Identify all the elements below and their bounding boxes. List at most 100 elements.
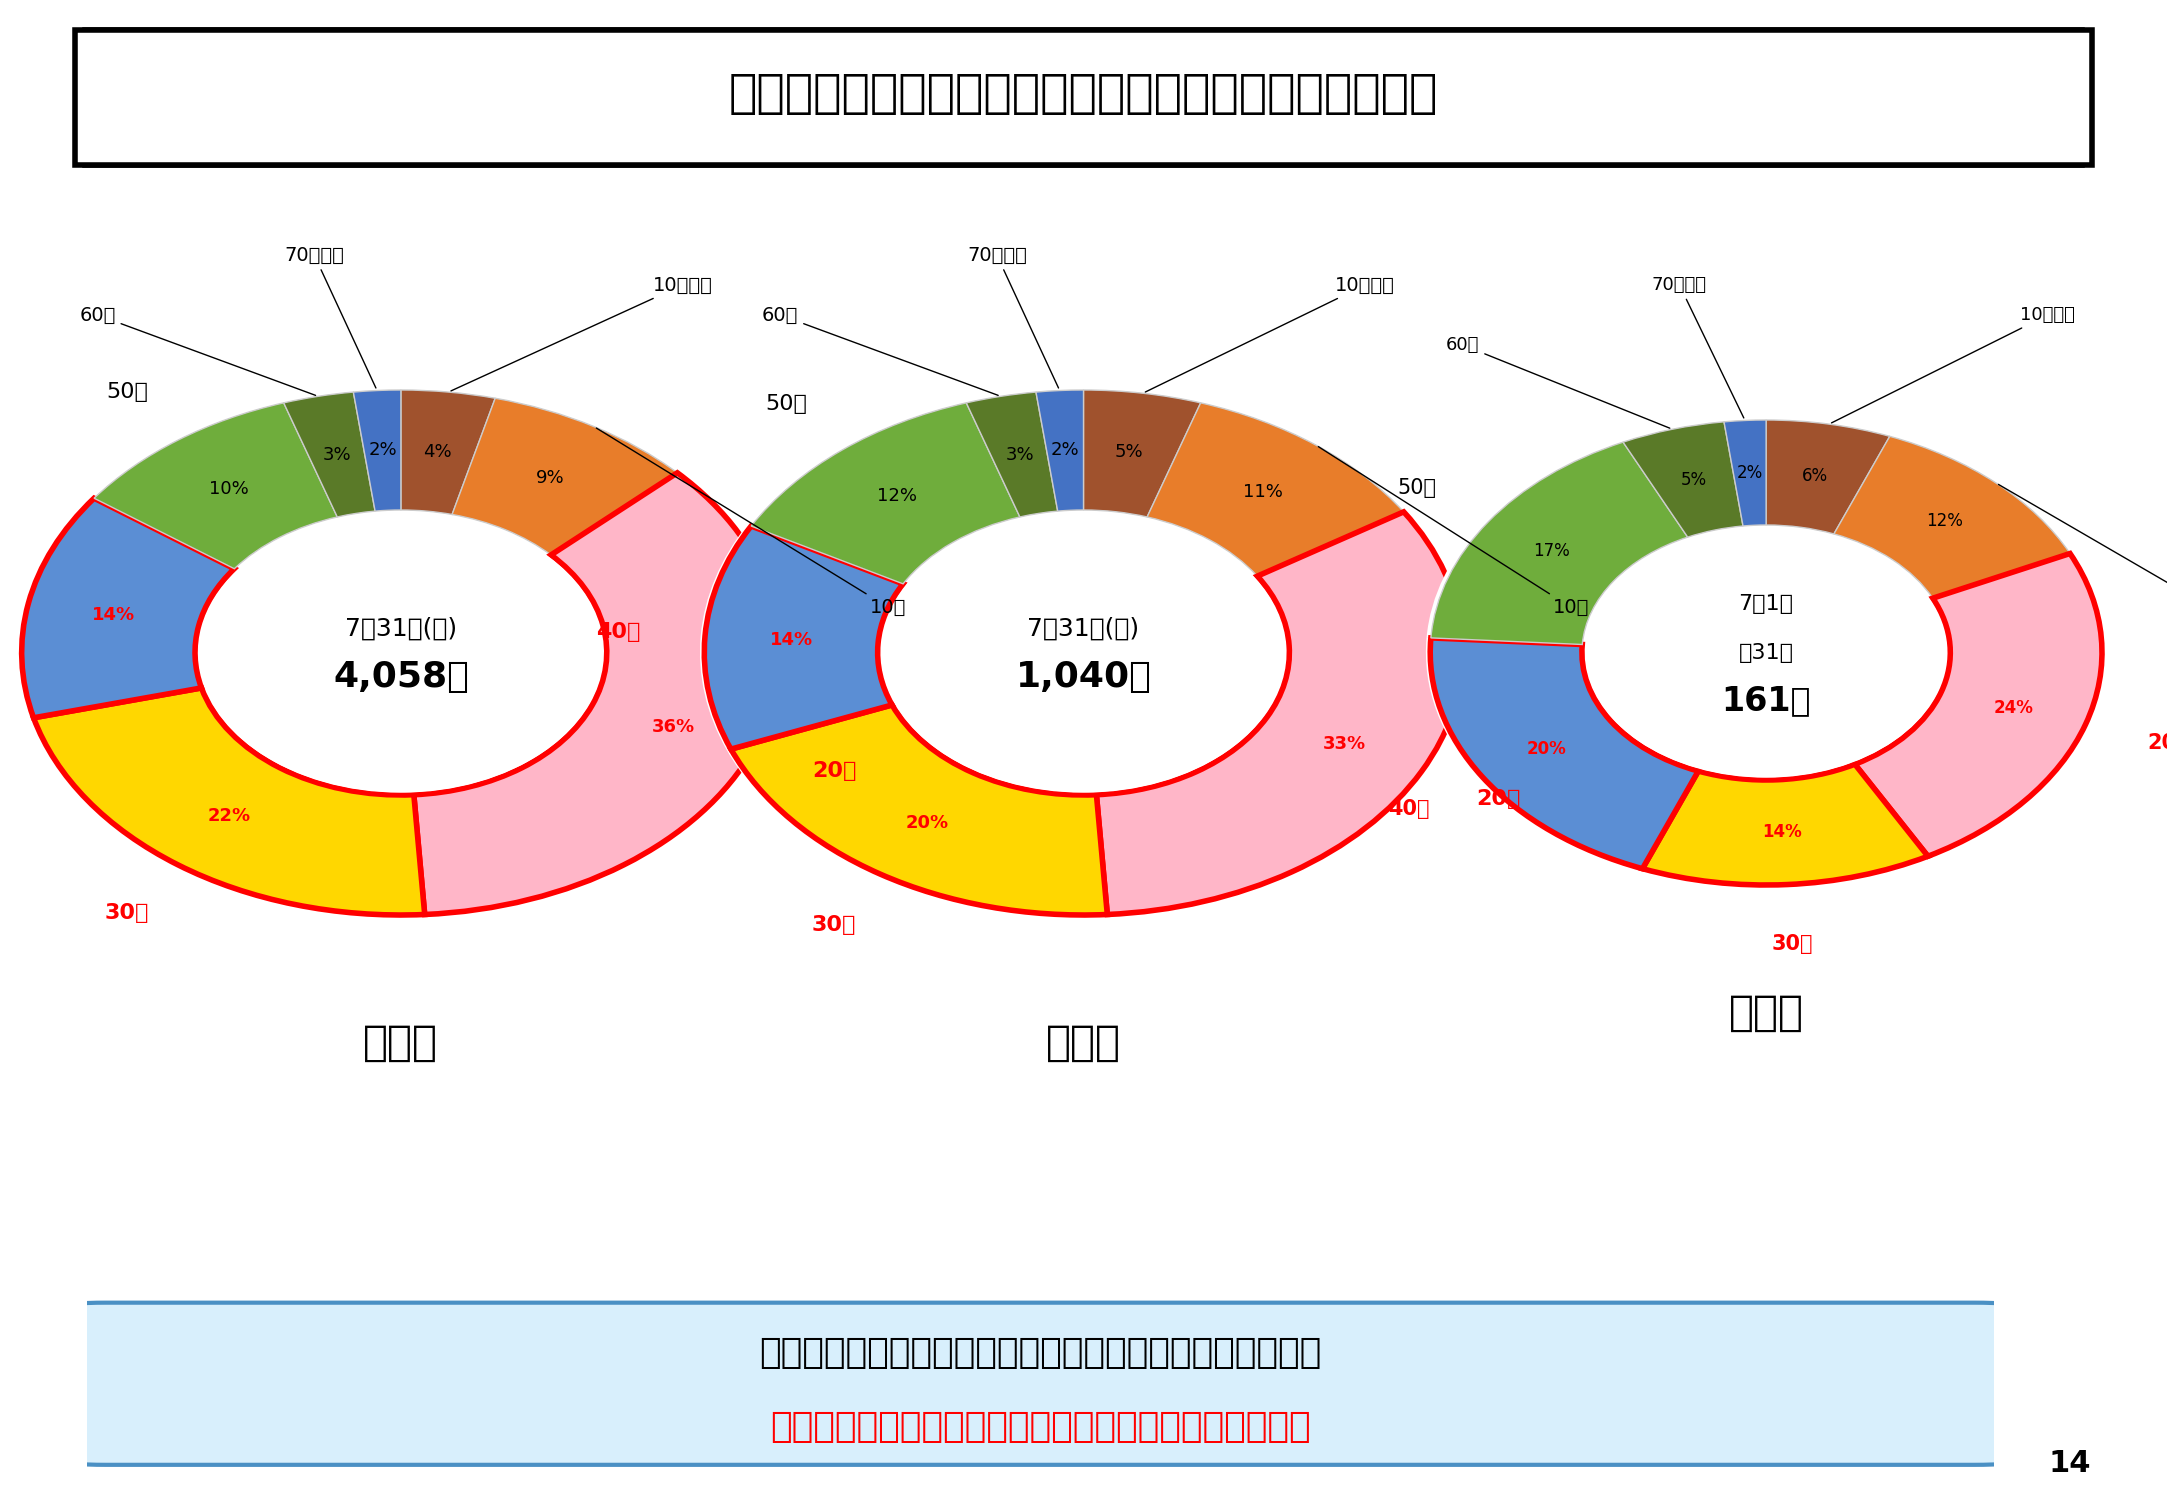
Wedge shape — [1426, 440, 1690, 645]
Wedge shape — [1036, 390, 1084, 512]
Text: 40代: 40代 — [596, 622, 641, 642]
Text: 20代: 20代 — [1476, 789, 1521, 808]
Wedge shape — [1833, 433, 2074, 600]
Text: 30代: 30代 — [813, 915, 856, 934]
Wedge shape — [1640, 762, 1931, 888]
Wedge shape — [966, 392, 1057, 518]
Text: 10代: 10代 — [1318, 447, 1588, 616]
Wedge shape — [1766, 420, 1890, 534]
Text: ～31日: ～31日 — [1738, 642, 1794, 663]
Text: 11%: 11% — [1244, 483, 1283, 501]
Text: 60代: 60代 — [80, 306, 316, 396]
Text: 東京都・大阪府及び奈良市における感染者の年代別割合: 東京都・大阪府及び奈良市における感染者の年代別割合 — [728, 72, 1439, 117]
Text: 30代: 30代 — [104, 903, 150, 924]
FancyBboxPatch shape — [85, 30, 2082, 165]
Wedge shape — [1097, 510, 1467, 918]
Text: 70代以上: 70代以上 — [284, 246, 375, 388]
Text: 14%: 14% — [91, 606, 134, 624]
Wedge shape — [1084, 390, 1201, 518]
Wedge shape — [22, 498, 234, 718]
Text: 10歳未満: 10歳未満 — [1831, 306, 2076, 423]
Text: 14%: 14% — [1762, 824, 1803, 842]
Wedge shape — [1723, 417, 1766, 530]
Wedge shape — [748, 400, 1021, 585]
Text: 10代: 10代 — [1998, 484, 2167, 616]
Wedge shape — [1725, 420, 1766, 526]
Text: 60代: 60代 — [763, 306, 999, 396]
Wedge shape — [1855, 554, 2102, 856]
Circle shape — [1586, 528, 1946, 777]
Text: 20%: 20% — [1528, 740, 1567, 758]
Text: 7月1日: 7月1日 — [1738, 594, 1794, 615]
Text: 2%: 2% — [368, 441, 397, 459]
Wedge shape — [1036, 387, 1084, 514]
FancyBboxPatch shape — [67, 1302, 2013, 1466]
Wedge shape — [33, 688, 425, 915]
Text: 12%: 12% — [878, 488, 917, 506]
Wedge shape — [1621, 419, 1744, 540]
Text: 14: 14 — [2048, 1449, 2091, 1478]
Wedge shape — [1623, 422, 1742, 537]
Wedge shape — [1766, 417, 1892, 537]
Text: 50代: 50代 — [765, 394, 808, 414]
Wedge shape — [704, 526, 904, 748]
Text: 70代以上: 70代以上 — [966, 246, 1057, 388]
Text: 24%: 24% — [1994, 699, 2033, 717]
Wedge shape — [282, 388, 375, 520]
Text: 10歳未満: 10歳未満 — [451, 276, 713, 392]
Wedge shape — [700, 525, 908, 750]
Wedge shape — [401, 390, 496, 514]
Text: 2%: 2% — [1736, 464, 1764, 482]
Text: 2%: 2% — [1051, 441, 1079, 459]
Text: 161人: 161人 — [1721, 684, 1812, 717]
Text: 50代: 50代 — [1398, 478, 1437, 498]
Wedge shape — [726, 704, 1107, 918]
Text: 1,040人: 1,040人 — [1016, 660, 1151, 693]
Wedge shape — [30, 687, 425, 918]
FancyBboxPatch shape — [76, 30, 2091, 165]
Wedge shape — [401, 387, 496, 518]
Wedge shape — [1097, 512, 1463, 915]
Text: 10代: 10代 — [596, 427, 906, 616]
Text: 12%: 12% — [1926, 513, 1963, 531]
Text: 5%: 5% — [1116, 444, 1144, 462]
Text: 3%: 3% — [1005, 446, 1034, 464]
Wedge shape — [730, 705, 1107, 915]
Wedge shape — [453, 398, 678, 555]
Text: 4,058人: 4,058人 — [334, 660, 468, 693]
Wedge shape — [414, 471, 784, 918]
Wedge shape — [1853, 552, 2106, 860]
Text: 3%: 3% — [323, 446, 351, 464]
Text: 20代: 20代 — [2147, 734, 2167, 753]
Wedge shape — [91, 400, 338, 570]
Wedge shape — [1084, 387, 1203, 520]
Wedge shape — [451, 396, 680, 556]
Text: 14%: 14% — [769, 632, 813, 650]
Text: 22%: 22% — [208, 807, 251, 825]
Circle shape — [882, 513, 1285, 792]
Text: 36%: 36% — [652, 718, 693, 736]
Text: 東京・大阪における感染の半数以上は、　２０代と３０代: 東京・大阪における感染の半数以上は、 ２０代と３０代 — [758, 1335, 1322, 1370]
Text: 60代: 60代 — [1445, 336, 1671, 427]
Text: 大阪府: 大阪府 — [1047, 1022, 1120, 1064]
Wedge shape — [353, 387, 401, 514]
Text: 5%: 5% — [1679, 471, 1708, 489]
Wedge shape — [1430, 638, 1699, 868]
Text: 17%: 17% — [1532, 543, 1569, 561]
Text: 7月31日(土): 7月31日(土) — [345, 616, 457, 640]
Text: 20代: 20代 — [813, 760, 856, 782]
Text: 10%: 10% — [208, 480, 249, 498]
Circle shape — [199, 513, 602, 792]
Text: 33%: 33% — [1322, 735, 1365, 753]
Text: 奈良市: 奈良市 — [1729, 992, 1803, 1033]
Text: 50代: 50代 — [106, 381, 147, 402]
Wedge shape — [17, 496, 238, 718]
Text: 20%: 20% — [906, 815, 949, 833]
Wedge shape — [353, 390, 401, 512]
Text: 30代: 30代 — [1773, 934, 1814, 954]
Text: 東京都: 東京都 — [364, 1022, 438, 1064]
Wedge shape — [1833, 436, 2069, 598]
Text: 東京都・大阪府及び奈良市における感染者の年代別割合: 東京都・大阪府及び奈良市における感染者の年代別割合 — [728, 72, 1439, 117]
Wedge shape — [1146, 400, 1406, 578]
Text: 4%: 4% — [423, 442, 453, 460]
